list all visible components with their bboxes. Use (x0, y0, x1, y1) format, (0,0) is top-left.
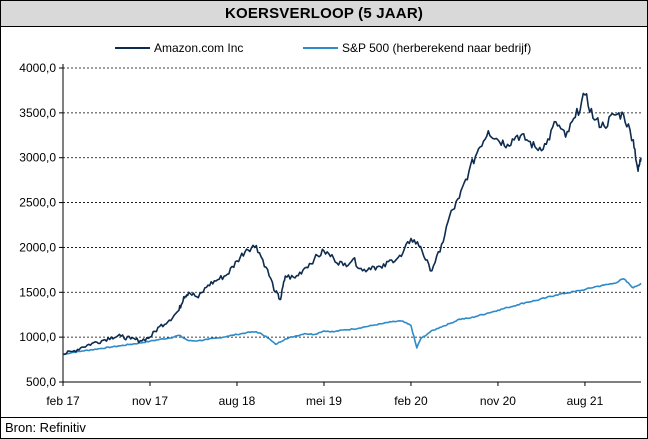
source-note: Bron: Refinitiv (5, 420, 86, 435)
y-axis-ticks: 500,0 1000,0 1500,0 2000,0 2500,0 3000,0 3500,… (19, 61, 63, 389)
x-tick-label: mei 19 (306, 394, 342, 408)
y-tick-label: 4000,0 (19, 61, 56, 75)
axes (62, 64, 641, 383)
y-tick-label: 1500,0 (19, 285, 56, 299)
x-tick-label: feb 17 (46, 394, 80, 408)
legend-label-sp500: S&P 500 (herberekend naar bedrijf) (342, 41, 531, 55)
footer: Bron: Refinitiv (1, 417, 647, 439)
y-tick-label: 1000,0 (19, 330, 56, 344)
x-tick-label: aug 18 (219, 394, 256, 408)
grid-lines (63, 67, 641, 338)
x-axis-ticks: feb 17 nov 17 aug 18 mei 19 feb 20 nov 20 aug … (46, 382, 604, 408)
x-tick-label: feb 20 (394, 394, 428, 408)
x-tick-label: nov 20 (480, 394, 516, 408)
y-tick-label: 500,0 (26, 375, 56, 389)
y-tick-label: 2000,0 (19, 240, 56, 254)
series-line-amazon (62, 92, 642, 356)
series-lines (62, 92, 642, 356)
y-tick-label: 3500,0 (19, 106, 56, 120)
x-tick-label: aug 21 (567, 394, 604, 408)
chart-title: KOERSVERLOOP (5 JAAR) (224, 5, 424, 22)
y-tick-label: 2500,0 (19, 196, 56, 210)
legend-label-amazon: Amazon.com Inc (154, 41, 243, 55)
title-bar: KOERSVERLOOP (5 JAAR) (1, 1, 647, 27)
y-tick-label: 3000,0 (19, 151, 56, 165)
x-tick-label: nov 17 (132, 394, 168, 408)
legend: Amazon.com Inc S&P 500 (herberekend naar … (115, 41, 531, 55)
series-line-sp500 (62, 277, 642, 355)
